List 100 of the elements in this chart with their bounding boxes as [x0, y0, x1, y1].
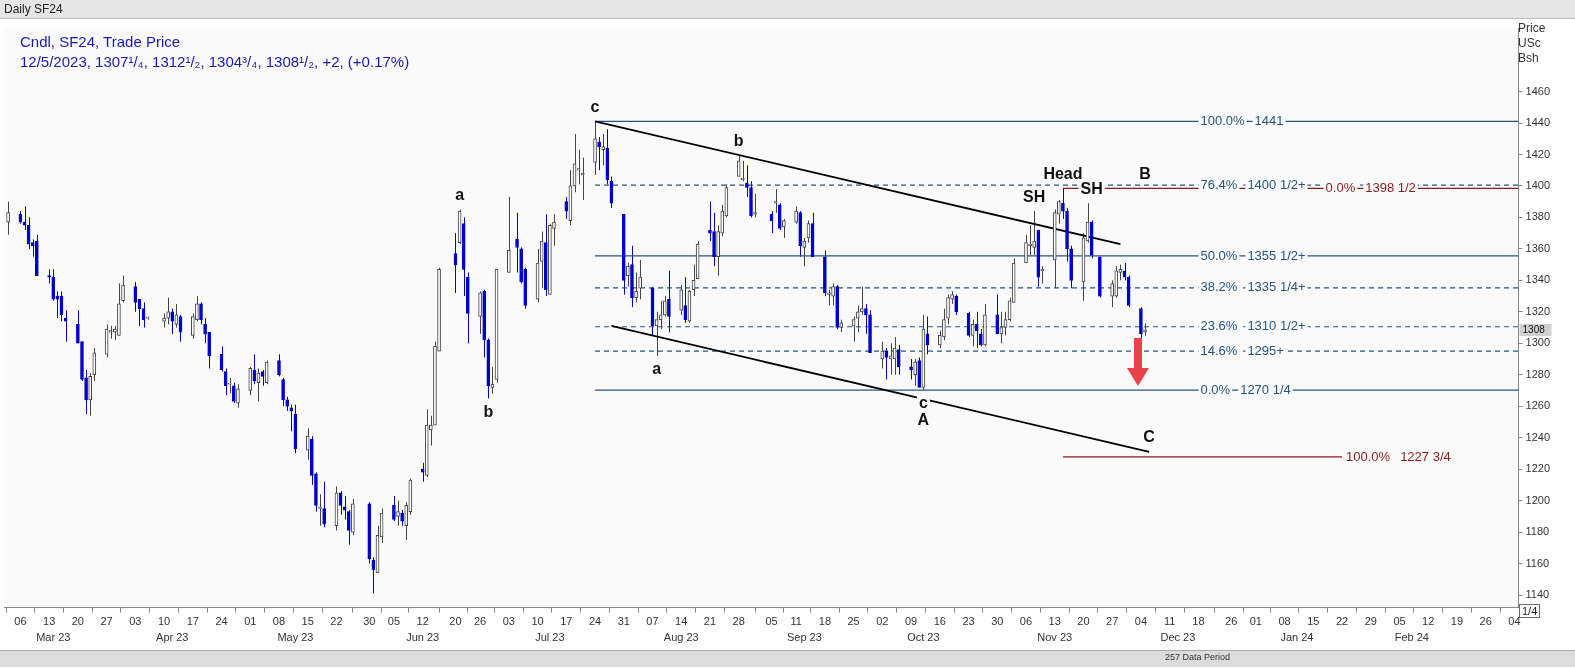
candlestick — [1139, 306, 1143, 340]
x-tick-label: 03 — [502, 615, 515, 628]
candlestick — [942, 308, 946, 341]
x2-tick-label: Nov 23 — [1037, 631, 1073, 644]
series-label: 50.0% 1355 1/2+ — [1200, 247, 1306, 263]
annotation: c — [590, 97, 600, 115]
x-tick-label: 26 — [1225, 615, 1238, 628]
candlestick — [564, 196, 569, 220]
candlestick — [626, 262, 630, 288]
candlestick — [745, 164, 749, 198]
x-tick-label: 29 — [1364, 615, 1377, 628]
candlestick — [322, 481, 326, 528]
x-tick-label: 12 — [1422, 615, 1435, 628]
x-tick-label: 16 — [933, 615, 946, 628]
candlestick — [88, 372, 93, 417]
candlestick — [289, 404, 294, 432]
x-tick-label: 26 — [1479, 615, 1492, 628]
annotation: C — [1143, 428, 1156, 446]
x2-tick-label: Jul 23 — [535, 631, 565, 644]
candlestick — [974, 311, 979, 349]
annotation: b — [483, 402, 494, 420]
candlestick — [429, 415, 433, 447]
x-tick-label: 25 — [847, 615, 860, 628]
candlestick — [6, 201, 10, 236]
x2-tick-label: Dec 23 — [1160, 631, 1196, 644]
x-tick-label: 05 — [765, 615, 778, 628]
y-tick-label: 1200 — [1525, 493, 1551, 506]
x-tick-label: 09 — [904, 615, 918, 628]
candlestick — [121, 275, 125, 303]
x-tick-label: 12 — [416, 615, 429, 628]
x-tick-label: 18 — [818, 615, 832, 628]
x-tick-label: 20 — [71, 615, 84, 628]
x-tick-label: 05 — [387, 615, 401, 628]
candlestick — [248, 366, 253, 396]
x-tick-label: 15 — [301, 615, 314, 628]
x2-tick-label: Apr 23 — [156, 631, 189, 644]
x-tick-label: 07 — [646, 615, 659, 628]
x-tick-label: 11 — [790, 615, 802, 628]
annotation: A — [917, 411, 930, 429]
candlestick — [896, 344, 901, 376]
x-tick-label: 30 — [991, 615, 1004, 628]
y-tick-label: 1320 — [1525, 304, 1551, 317]
x-tick-label: 19 — [1450, 615, 1464, 628]
candlestick — [679, 284, 684, 316]
candlestick — [638, 259, 643, 300]
y-tick-label: 1300 — [1525, 336, 1551, 349]
y-tick-label: 1160 — [1525, 556, 1550, 569]
x-tick-label: 01 — [1249, 615, 1262, 628]
x2-tick-label: Feb 24 — [1394, 631, 1429, 644]
series-label: 14.6% 1295+ — [1200, 342, 1284, 358]
text: 257 Data Period — [1165, 652, 1231, 662]
y-tick-label: 1360 — [1525, 241, 1551, 254]
y-tick-label: 1420 — [1525, 147, 1551, 160]
candlestick — [84, 369, 88, 415]
x-tick-label: 06 — [14, 615, 27, 628]
candlestick — [593, 120, 597, 176]
candlestick — [597, 136, 601, 171]
candlestick — [1024, 234, 1028, 264]
x-tick-label: 28 — [732, 615, 745, 628]
x2-tick-label: Jun 23 — [406, 631, 440, 644]
candlestick — [207, 331, 212, 369]
y-tick-label: 1280 — [1525, 367, 1551, 380]
candlestick — [777, 202, 782, 231]
candlestick — [667, 270, 671, 333]
y-tick-label: 1460 — [1525, 84, 1551, 97]
candlestick — [1032, 210, 1037, 256]
annotation: c — [918, 394, 928, 412]
candlestick — [199, 301, 203, 325]
candlestick — [232, 382, 236, 404]
y-tick-label: 1440 — [1525, 116, 1551, 129]
candlestick — [1057, 199, 1061, 225]
candlestick — [507, 196, 511, 273]
candlestick — [515, 212, 519, 273]
text: 1/4 — [1519, 604, 1541, 618]
x-tick-label: 20 — [1077, 615, 1090, 628]
annotation: a — [652, 360, 662, 378]
candlestick — [753, 193, 757, 218]
x-tick-label: 10 — [157, 615, 171, 628]
x-tick-label: 02 — [876, 615, 889, 628]
candlestick — [712, 212, 716, 267]
candlestick — [634, 271, 638, 303]
annotation: a — [455, 185, 465, 203]
annotation: SH — [1023, 187, 1046, 205]
chart-title: Daily SF24 — [4, 2, 63, 16]
x-tick-label: 26 — [473, 615, 487, 628]
y-axis-title: Price USc Bsh — [1518, 21, 1547, 66]
x-tick-label: 24 — [588, 615, 602, 628]
x-tick-label: 15 — [1307, 615, 1320, 628]
x2-tick-label: Sep 23 — [786, 631, 822, 644]
candlestick — [281, 377, 285, 407]
candlestick — [552, 213, 556, 247]
y-tick-label: 1380 — [1525, 210, 1551, 223]
y-tick-label: 1140 — [1525, 588, 1550, 601]
candlestick — [92, 347, 97, 382]
candlestick — [576, 149, 581, 185]
x-tick-label: 14 — [675, 615, 688, 628]
candlestick — [946, 294, 950, 325]
x-tick-label: 17 — [560, 615, 573, 628]
x2-tick-label: Aug 23 — [663, 631, 699, 644]
x-tick-label: 31 — [617, 615, 630, 628]
